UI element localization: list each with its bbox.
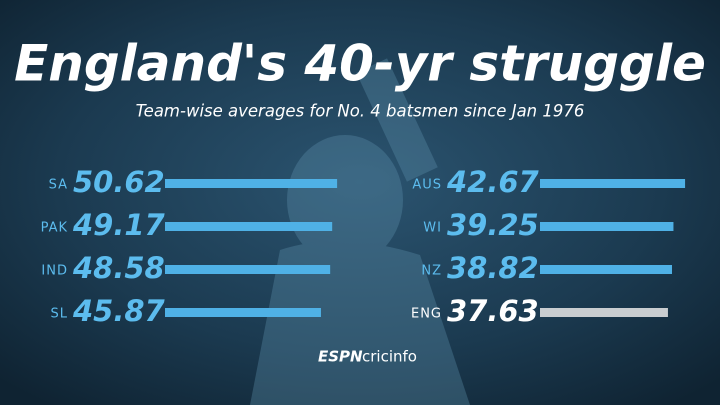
photo-silhouette	[250, 58, 470, 405]
value-label: 45.87	[72, 294, 166, 328]
bar	[165, 265, 331, 274]
value-label: 48.58	[72, 251, 165, 285]
category-label: NZ	[421, 264, 442, 279]
value-label: 50.62	[73, 165, 165, 199]
category-label: SA	[49, 178, 68, 193]
bar	[165, 222, 333, 231]
value-label: 37.63	[447, 294, 539, 328]
category-label: WI	[423, 221, 442, 236]
category-label: AUS	[412, 178, 442, 193]
bar	[540, 265, 672, 274]
bar	[165, 179, 338, 188]
bar	[540, 308, 668, 317]
logo: ESPN cricinfo	[318, 348, 417, 366]
category-label: SL	[51, 307, 69, 322]
category-label: IND	[41, 264, 68, 279]
bar	[165, 308, 321, 317]
bar	[540, 179, 686, 188]
value-label: 49.17	[72, 208, 166, 242]
value-label: 38.82	[447, 251, 539, 285]
chart-title: England's 40-yr struggle	[14, 35, 706, 93]
value-label: 42.67	[446, 165, 540, 199]
bar	[540, 222, 674, 231]
logo-name: cricinfo	[362, 348, 417, 366]
category-label: PAK	[41, 221, 68, 236]
category-label: ENG	[411, 307, 442, 322]
value-label: 39.25	[447, 208, 539, 242]
logo-brand: ESPN	[318, 348, 363, 366]
chart-subtitle: Team-wise averages for No. 4 batsmen sin…	[136, 102, 585, 121]
